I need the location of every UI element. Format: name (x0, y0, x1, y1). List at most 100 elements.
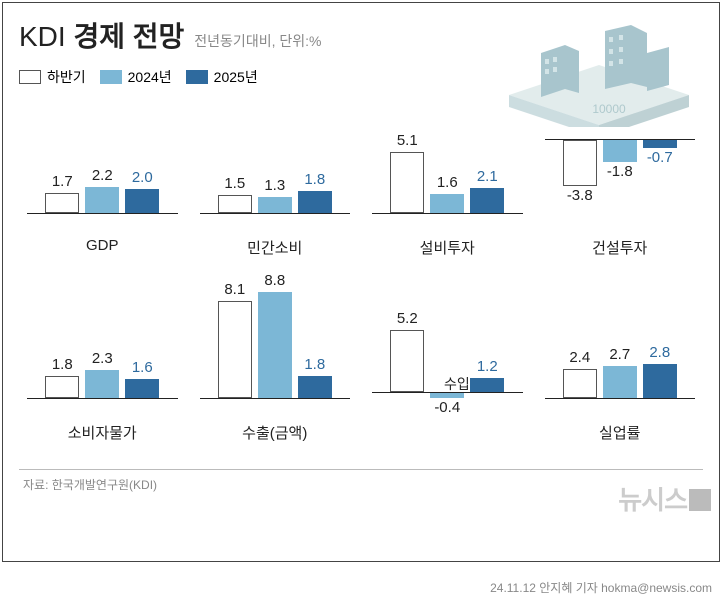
bar-wrap: 2.1 (468, 95, 506, 235)
bar-wrap: -0.4 (428, 280, 466, 420)
bar-wrap: 8.8 (256, 280, 294, 420)
bar (563, 140, 597, 186)
bar (390, 330, 424, 392)
bar-wrap: -3.8 (561, 95, 599, 235)
bar-wrap: 1.8 (296, 95, 334, 235)
title-prefix: KDI (19, 21, 66, 52)
bar-wrap: 8.1 (216, 280, 254, 420)
page-title: KDI 경제 전망 (19, 15, 184, 55)
chart-area: 1.51.31.8 (200, 95, 351, 235)
chart-area: 8.18.81.8 (200, 280, 351, 420)
legend-label: 하반기 (47, 67, 86, 87)
chart-title: 민간소비 (200, 237, 351, 258)
chart: 1.72.22.0 GDP (19, 95, 186, 280)
chart: 1.51.31.8민간소비 (192, 95, 359, 280)
inline-axis-label: 수입 (444, 374, 470, 394)
bar (390, 152, 424, 213)
title-main: 경제 전망 (73, 21, 184, 52)
bars-group: 5.11.62.1 (372, 95, 523, 235)
bar-wrap: 2.4 (561, 280, 599, 420)
bar (430, 194, 464, 213)
bar (470, 188, 504, 213)
bar-wrap: 5.1 (388, 95, 426, 235)
bar (298, 376, 332, 398)
bars-group: 1.51.31.8 (200, 95, 351, 235)
chart-area: 1.82.31.6 (27, 280, 178, 420)
legend-item: 2025년 (186, 67, 258, 87)
bar (125, 379, 159, 398)
bars-group: 8.18.81.8 (200, 280, 351, 420)
infographic-card: 10000 KDI 경제 전망 전년동기대비, 단위:% 하반기2024년202… (2, 2, 720, 562)
bar-wrap: 2.0 (123, 95, 161, 235)
bar-wrap: 2.2 (83, 95, 121, 235)
subtitle: 전년동기대비, 단위:% (194, 31, 321, 51)
bar-wrap: 2.7 (601, 280, 639, 420)
bar (218, 301, 252, 398)
chart-title: 실업률 (545, 422, 696, 443)
bar-value-label: 1.2 (462, 358, 512, 375)
chart-area: -3.8-1.8-0.7 (545, 95, 696, 235)
bar-wrap: -0.7 (641, 95, 679, 235)
charts-grid: 1.72.22.0GDP1.51.31.8민간소비5.11.62.1설비투자-3… (19, 95, 703, 465)
bar (563, 369, 597, 398)
chart-title: 설비투자 (372, 237, 523, 258)
bar-wrap: -1.8 (601, 95, 639, 235)
bars-group: -3.8-1.8-0.7 (545, 95, 696, 235)
bar (218, 195, 252, 213)
bar-value-label: 2.8 (635, 344, 685, 361)
chart-title: 수출(금액) (200, 422, 351, 443)
legend-item: 2024년 (100, 67, 172, 87)
bar-value-label: 1.8 (290, 171, 340, 188)
watermark: 뉴시스 (618, 480, 711, 517)
chart-area: 2.42.72.8 (545, 280, 696, 420)
credit-line: 24.11.12 안지혜 기자 hokma@newsis.com (490, 579, 712, 596)
bars-group: 2.42.72.8 (545, 280, 696, 420)
bar (258, 292, 292, 398)
legend-label: 2025년 (214, 67, 258, 87)
bars-group: 1.72.22.0 (27, 95, 178, 235)
bar-wrap: 2.3 (83, 280, 121, 420)
bar (85, 187, 119, 213)
bar (470, 378, 504, 392)
chart: 5.2-0.41.2수입 (364, 280, 531, 465)
bar-wrap: 5.2 (388, 280, 426, 420)
chart-title: 소비자물가 (27, 422, 178, 443)
bar (643, 140, 677, 148)
bar (298, 191, 332, 213)
chart-title: GDP (27, 237, 178, 254)
bar (45, 376, 79, 398)
source-value: 한국개발연구원(KDI) (52, 478, 157, 492)
bar-value-label: 2.1 (462, 168, 512, 185)
bar-value-label: 5.1 (382, 132, 432, 149)
chart: 8.18.81.8수출(금액) (192, 280, 359, 465)
chart: 1.82.31.6소비자물가 (19, 280, 186, 465)
bar-value-label: 1.6 (117, 359, 167, 376)
bar-value-label: 8.8 (250, 272, 300, 289)
chart-area: 5.11.62.1 (372, 95, 523, 235)
bar (643, 364, 677, 398)
source-label: 자료: (23, 478, 48, 492)
bar (258, 197, 292, 213)
bar (125, 189, 159, 213)
chart: -3.8-1.8-0.7건설투자 (537, 95, 704, 280)
legend-label: 2024년 (128, 67, 172, 87)
bar-value-label: -0.7 (635, 149, 685, 166)
bar-wrap: 1.5 (216, 95, 254, 235)
bar-value-label: 5.2 (382, 310, 432, 327)
watermark-text: 뉴시스 (618, 485, 687, 515)
bar-wrap: 2.8 (641, 280, 679, 420)
chart: 2.42.72.8실업률 (537, 280, 704, 465)
source-line: 자료: 한국개발연구원(KDI) (19, 469, 703, 493)
bar (603, 366, 637, 398)
chart-area: 5.2-0.41.2수입 (372, 280, 523, 420)
chart-title: 건설투자 (545, 237, 696, 258)
bar-wrap: 1.6 (123, 280, 161, 420)
bar (45, 193, 79, 213)
bar-wrap: 1.6 (428, 95, 466, 235)
bar (85, 370, 119, 398)
bar-wrap: 1.8 (296, 280, 334, 420)
bar-wrap: 1.7 (43, 95, 81, 235)
bar-wrap: 1.2 (468, 280, 506, 420)
bar-value-label: 1.8 (290, 356, 340, 373)
legend-swatch (100, 70, 122, 84)
